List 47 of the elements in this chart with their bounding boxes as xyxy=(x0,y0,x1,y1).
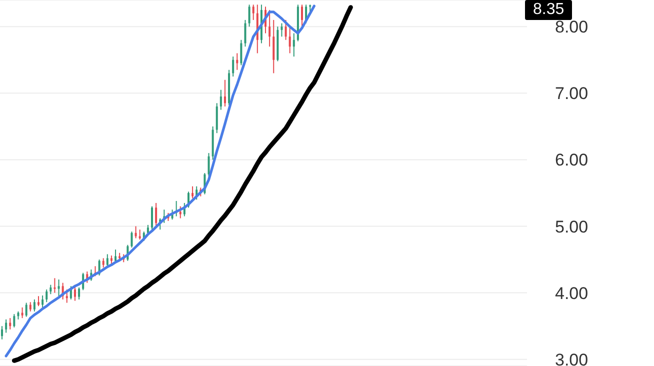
candlestick xyxy=(13,314,16,328)
y-tick-label: 3.00 xyxy=(555,350,588,366)
y-tick-label: 7.00 xyxy=(555,84,588,104)
candlestick xyxy=(208,152,210,177)
candlestick xyxy=(244,19,246,48)
text: 8.35 xyxy=(525,0,572,20)
candlestick xyxy=(138,229,141,240)
candlestick xyxy=(106,254,108,267)
candlestick xyxy=(66,288,68,304)
candlestick xyxy=(248,4,250,28)
candlestick xyxy=(220,89,222,110)
candlestick xyxy=(1,326,4,340)
candlestick xyxy=(224,79,226,107)
candlestick xyxy=(284,19,287,40)
candlestick xyxy=(9,318,12,330)
candlestick xyxy=(240,39,242,66)
candlestick xyxy=(192,186,194,199)
candlestick xyxy=(33,298,36,312)
y-tick-label: 4.00 xyxy=(555,284,588,303)
candlestick xyxy=(78,286,80,300)
candlestick xyxy=(232,56,234,78)
candlestick xyxy=(42,294,44,308)
y-tick-label: 6.00 xyxy=(555,150,588,170)
candlestick xyxy=(29,302,32,312)
candlestick xyxy=(280,22,283,38)
candlestick xyxy=(54,278,56,294)
candlestick xyxy=(216,102,218,134)
candlestick xyxy=(130,231,133,248)
candlestick xyxy=(151,206,154,230)
y-tick-label: 8.00 xyxy=(555,18,588,37)
candlestick xyxy=(292,32,295,58)
candlestick xyxy=(268,9,271,48)
candlestick xyxy=(179,206,182,219)
candlestick xyxy=(46,288,48,303)
candlestick xyxy=(25,302,28,318)
candlestick xyxy=(155,202,158,227)
candlestick xyxy=(5,318,8,334)
candlestick xyxy=(272,19,275,74)
candlestick xyxy=(252,4,254,20)
y-tick-label: 5.00 xyxy=(555,217,588,236)
candlestick xyxy=(102,258,104,268)
candlestick xyxy=(58,278,60,297)
candlestick xyxy=(301,4,303,28)
candlestick xyxy=(38,296,40,307)
candlestick xyxy=(50,284,52,295)
candlestick xyxy=(21,306,24,319)
candlestick xyxy=(288,26,291,54)
